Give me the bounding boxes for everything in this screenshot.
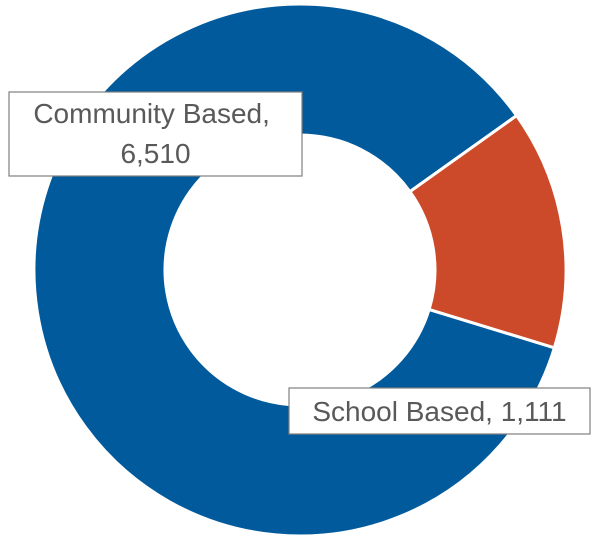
- donut-slices: [32, 2, 568, 537]
- label-text-school-based: School Based, 1,111: [312, 396, 566, 427]
- label-text-community-based: Community Based, 6,510: [33, 98, 277, 169]
- data-label-community-based: Community Based, 6,510: [8, 91, 303, 177]
- label-community-based-line-1: Community Based,: [33, 98, 270, 129]
- label-community-based-line-2: 6,510: [120, 138, 190, 169]
- label-box-school-based: [288, 387, 591, 435]
- label-school-based-line-1: School Based, 1,111: [312, 396, 566, 427]
- slice-school-based: [407, 113, 568, 350]
- label-box-community-based: [8, 91, 303, 177]
- data-label-school-based: School Based, 1,111: [288, 387, 591, 435]
